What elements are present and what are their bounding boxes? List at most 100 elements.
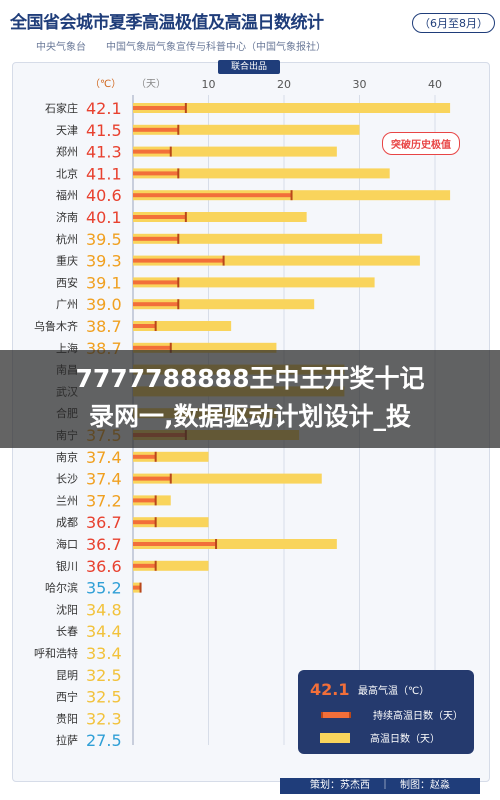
consecutive-days-bar [133,215,186,219]
max-temp-value: 39.3 [86,252,122,271]
consecutive-days-bar [133,324,156,328]
total-days-bar [133,451,209,462]
total-days-bar [133,146,337,157]
legend-total-label: 高温日数（天） [370,734,440,745]
city-label: 贵阳 [56,712,78,725]
total-days-bar [133,277,375,288]
x-tick-label: 30 [353,78,367,91]
consecutive-swatch [321,711,351,718]
watermark-overlay [0,350,500,448]
legend: 42.1 最高气温（℃） 持续高温日数（天） 高温日数（天） [298,670,474,754]
city-label: 拉萨 [56,733,78,747]
legend-sample-temp: 42.1 [310,680,350,699]
consecutive-days-bar [133,236,179,241]
total-days-bar [133,168,390,179]
city-label: 乌鲁木齐 [34,319,78,333]
city-label: 西宁 [56,690,78,704]
consecutive-days-bar [133,520,156,525]
max-temp-value: 39.0 [86,295,122,314]
max-temp-value: 34.8 [86,600,122,619]
max-temp-value: 40.1 [86,208,122,227]
title-bar: 全国省会城市夏季高温极值及高温日数统计 （6月至8月） 中央气象台 中国气象局气… [0,0,500,60]
city-label: 福州 [56,188,78,202]
max-temp-value: 41.3 [86,143,122,162]
max-temp-value: 37.2 [86,491,122,510]
max-temp-value: 35.2 [86,579,122,598]
joint-production-badge: 联合出品 [218,60,280,74]
max-temp-value: 36.7 [86,513,122,532]
max-temp-value: 32.3 [86,709,122,728]
city-label: 石家庄 [45,101,78,115]
legend-row-total: 高温日数（天） [310,730,440,745]
max-temp-value: 27.5 [86,731,122,750]
total-days-bar [133,103,451,113]
total-days-bar [133,342,277,353]
city-label: 呼和浩特 [34,646,78,660]
consecutive-days-bar [133,149,171,154]
consecutive-days-bar [133,542,217,546]
city-label: 杭州 [56,232,78,246]
x-tick-label: 40 [428,78,442,91]
consecutive-days-bar [133,258,224,263]
max-temp-value: 41.5 [86,121,122,140]
total-days-bar [133,321,232,331]
city-label: 西安 [56,275,78,289]
city-label: 兰州 [56,494,78,507]
city-label: 重庆 [56,254,78,268]
chart-title: 全国省会城市夏季高温极值及高温日数统计 [10,13,324,33]
consecutive-days-bar [133,454,156,459]
city-label: 广州 [56,298,78,311]
city-label: 南京 [56,450,78,464]
city-label: 海口 [56,537,78,551]
consecutive-days-bar [133,498,156,503]
consecutive-days-bar [133,345,171,350]
city-label: 沈阳 [56,602,78,616]
legend-row-consecutive: 持续高温日数（天） [310,707,463,722]
total-days-bar [133,560,209,571]
total-days-bar [133,473,322,484]
city-label: 郑州 [56,145,78,159]
max-temp-value: 34.4 [86,622,122,641]
days-unit-label: （天） [136,79,166,90]
legend-max-temp-label: 最高气温（℃） [358,686,430,697]
legend-consecutive-label: 持续高温日数（天） [373,711,463,722]
city-label: 长春 [56,625,78,638]
consecutive-days-bar [133,171,179,176]
consecutive-days-bar [133,585,141,590]
city-label: 北京 [56,166,78,180]
temp-unit-label: （℃） [90,79,122,90]
total-days-bar [133,539,337,549]
total-swatch [320,732,350,743]
date-range-badge: （6月至8月） [412,13,495,33]
total-days-bar [133,299,315,310]
max-temp-value: 37.4 [86,448,122,467]
max-temp-value: 32.5 [86,688,122,707]
max-temp-value: 42.1 [86,99,122,118]
legend-row-max-temp: 42.1 最高气温（℃） [310,680,429,699]
max-temp-value: 36.6 [86,557,122,576]
total-days-bar [133,124,360,135]
watermark-line-2: 录网一,数据驱动计划设计_投 [89,402,411,431]
city-label: 银川 [56,559,78,573]
x-tick-label: 20 [277,78,291,91]
max-temp-value: 38.7 [86,317,122,336]
consecutive-days-bar [133,302,179,307]
max-temp-value: 32.5 [86,666,122,685]
city-label: 济南 [56,210,78,224]
consecutive-days-bar [133,193,292,198]
x-tick-label: 10 [202,78,216,91]
consecutive-days-bar [133,280,179,285]
consecutive-days-bar [133,127,179,132]
total-days-bar [133,517,209,528]
total-days-bar [133,212,307,222]
credits-footer: 策划：苏杰西 ｜ 制图：赵淼 [280,778,480,794]
max-temp-value: 33.4 [86,644,122,663]
source-credits: 中央气象台 中国气象局气象宣传与科普中心（中国气象报社） [36,42,326,53]
total-days-bar [133,233,383,244]
city-label: 长沙 [56,473,78,486]
max-temp-value: 40.6 [86,186,122,205]
city-label: 成都 [56,516,78,529]
city-label: 哈尔滨 [45,581,78,595]
watermark-text: 7777788888王中王开奖十记 录网一,数据驱动计划设计_投 [10,360,490,436]
consecutive-days-bar [133,476,171,481]
